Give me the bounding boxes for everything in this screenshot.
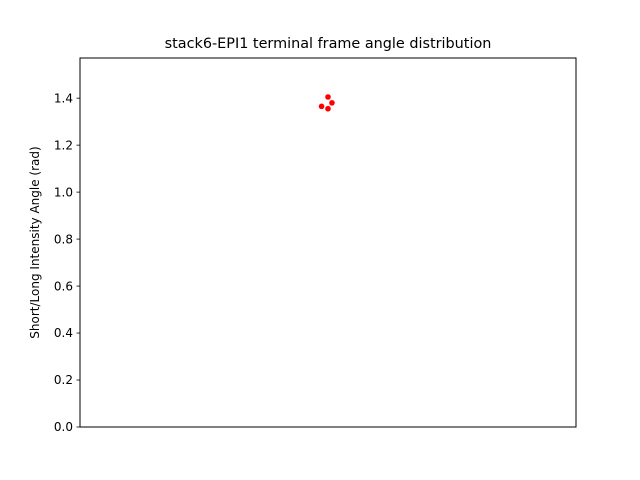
plot-area bbox=[80, 58, 576, 427]
y-tick-label: 1.4 bbox=[54, 91, 73, 105]
y-axis-ticks: 0.0 0.2 0.4 0.6 0.8 1.0 1.2 1.4 bbox=[54, 91, 80, 434]
plot-frame bbox=[79, 57, 577, 428]
y-tick-label: 0.2 bbox=[54, 373, 73, 387]
y-tick-label: 0.6 bbox=[54, 279, 73, 293]
y-tick-label: 0.4 bbox=[54, 326, 73, 340]
y-tick-label: 1.0 bbox=[54, 185, 73, 199]
data-point bbox=[318, 103, 325, 110]
y-tick-label: 0.0 bbox=[54, 420, 73, 434]
data-point bbox=[324, 93, 332, 101]
data-point bbox=[328, 99, 336, 107]
y-axis-label: Short/Long Intensity Angle (rad) bbox=[28, 146, 42, 338]
data-point bbox=[324, 105, 332, 112]
y-tick-label: 1.2 bbox=[54, 138, 73, 152]
y-tick-label: 0.8 bbox=[54, 232, 73, 246]
chart-title: stack6-EPI1 terminal frame angle distrib… bbox=[165, 36, 492, 52]
data-points bbox=[318, 93, 336, 112]
